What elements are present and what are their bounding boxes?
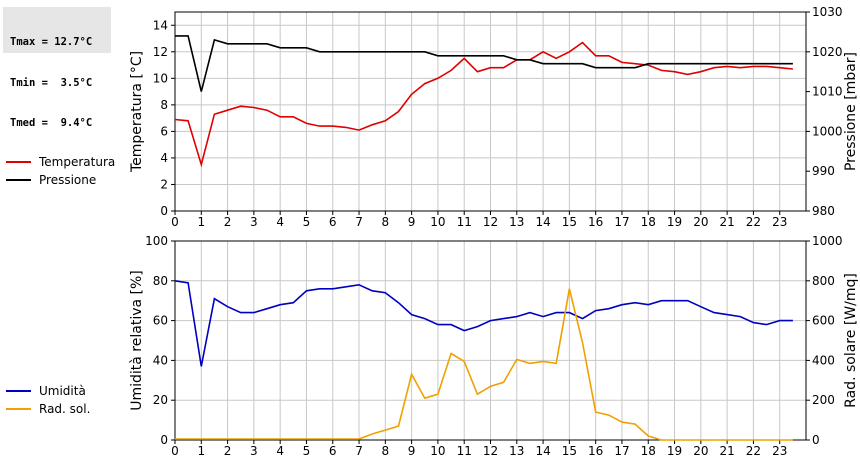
x-tick-label: 7 <box>355 444 363 458</box>
x-tick-label: 20 <box>693 444 708 458</box>
x-tick-label: 9 <box>408 444 416 458</box>
x-tick-label: 1 <box>197 215 205 229</box>
x-tick-label: 13 <box>509 215 524 229</box>
y2-axis-title: Pressione [mbar] <box>843 52 859 171</box>
x-tick-label: 19 <box>667 444 682 458</box>
y2-tick-label: 1000 <box>812 234 843 248</box>
x-tick-label: 5 <box>303 215 311 229</box>
x-tick-label: 6 <box>329 444 337 458</box>
legend: Temperatura Pressione Umidità Rad. sol. <box>6 155 115 416</box>
series-line-umidita <box>174 280 793 367</box>
y-tick-label: 40 <box>153 353 168 367</box>
x-tick-label: 8 <box>382 444 390 458</box>
y-axis-title: Umidità relativa [%] <box>129 270 145 411</box>
y2-tick-label: 1030 <box>812 5 843 19</box>
y2-tick-label: 600 <box>812 314 835 328</box>
y2-tick-label: 1000 <box>812 124 843 138</box>
x-tick-label: 11 <box>457 215 472 229</box>
x-tick-label: 20 <box>693 215 708 229</box>
tmed-text: Tmed = 9.4°C <box>10 117 93 129</box>
y-tick-label: 100 <box>145 234 168 248</box>
stats-box: Tmax = 12.7°C Tmin = 3.5°C Tmed = 9.4°C <box>3 7 111 129</box>
x-tick-label: 17 <box>614 215 629 229</box>
y-tick-label: 6 <box>160 124 168 138</box>
x-tick-label: 23 <box>772 215 787 229</box>
x-tick-label: 14 <box>535 444 550 458</box>
y2-tick-label: 990 <box>812 164 835 178</box>
x-tick-label: 13 <box>509 444 524 458</box>
x-tick-label: 15 <box>562 215 577 229</box>
y-tick-label: 60 <box>153 314 168 328</box>
x-tick-label: 12 <box>483 215 498 229</box>
y-tick-label: 0 <box>160 433 168 447</box>
x-tick-label: 7 <box>355 215 363 229</box>
x-tick-label: 11 <box>457 444 472 458</box>
x-tick-label: 17 <box>614 444 629 458</box>
y2-tick-label: 200 <box>812 393 835 407</box>
humidity-radiation-chart: 0 1 2 3 4 5 6 7 8 9 10 11 12 13 14 15 16 17 18 19 20 21 22 2302… <box>129 234 859 458</box>
x-tick-label: 2 <box>224 215 232 229</box>
x-tick-label: 21 <box>719 444 734 458</box>
x-tick-label: 22 <box>746 444 761 458</box>
y2-tick-label: 980 <box>812 204 835 218</box>
y2-tick-label: 400 <box>812 353 835 367</box>
y-tick-label: 10 <box>153 71 168 85</box>
x-tick-label: 18 <box>641 215 656 229</box>
x-tick-label: 1 <box>197 444 205 458</box>
x-tick-label: 15 <box>562 444 577 458</box>
x-tick-label: 8 <box>382 215 390 229</box>
y2-tick-label: 1010 <box>812 85 843 99</box>
y2-tick-label: 1020 <box>812 45 843 59</box>
x-tick-label: 22 <box>746 215 761 229</box>
x-tick-label: 23 <box>772 444 787 458</box>
x-tick-label: 5 <box>303 444 311 458</box>
series-line-pressione <box>175 35 793 92</box>
y-tick-label: 12 <box>153 45 168 59</box>
y-tick-label: 8 <box>160 98 168 112</box>
x-tick-label: 12 <box>483 444 498 458</box>
x-tick-label: 10 <box>430 215 445 229</box>
x-tick-label: 16 <box>588 215 603 229</box>
x-tick-label: 0 <box>171 215 179 229</box>
temperature-pressure-chart: 0 1 2 3 4 5 6 7 8 9 10 11 12 13 14 15 16 17 18 19 20 21 22 2302… <box>129 5 859 229</box>
legend-label: Pressione <box>39 173 96 187</box>
x-tick-label: 4 <box>276 215 284 229</box>
y-tick-label: 2 <box>160 177 168 191</box>
legend-label: Temperatura <box>38 155 115 169</box>
x-tick-label: 6 <box>329 215 337 229</box>
legend-label: Umidità <box>39 384 86 398</box>
y-tick-label: 80 <box>153 274 168 288</box>
series-line-rad-sol <box>175 288 793 441</box>
x-tick-label: 3 <box>250 215 258 229</box>
tmin-text: Tmin = 3.5°C <box>10 76 93 89</box>
x-tick-label: 19 <box>667 215 682 229</box>
y-tick-label: 14 <box>153 18 168 32</box>
x-tick-label: 4 <box>276 444 284 458</box>
y-tick-label: 4 <box>160 151 168 165</box>
y-axis-title: Temperatura [°C] <box>129 51 145 173</box>
x-tick-label: 14 <box>535 215 550 229</box>
x-tick-label: 2 <box>224 444 232 458</box>
x-tick-label: 16 <box>588 444 603 458</box>
x-tick-label: 0 <box>171 444 179 458</box>
legend-label: Rad. sol. <box>39 402 90 416</box>
x-tick-label: 21 <box>719 215 734 229</box>
x-tick-label: 10 <box>430 444 445 458</box>
x-tick-label: 9 <box>408 215 416 229</box>
y2-tick-label: 0 <box>812 433 820 447</box>
y-tick-label: 20 <box>153 393 168 407</box>
tmax-text: Tmax = 12.7°C <box>10 36 93 48</box>
y-tick-label: 0 <box>160 204 168 218</box>
y2-tick-label: 800 <box>812 274 835 288</box>
series-line-temperatura <box>174 41 793 168</box>
x-tick-label: 3 <box>250 444 258 458</box>
x-tick-label: 18 <box>641 444 656 458</box>
y2-axis-title: Rad. solare [W/mq] <box>843 273 859 408</box>
